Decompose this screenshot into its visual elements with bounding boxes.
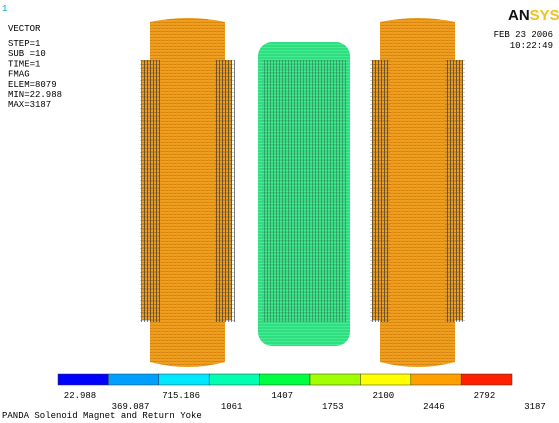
- time: 10:22:49: [510, 41, 553, 51]
- colorbar-label: 22.988: [64, 391, 96, 401]
- legend-line: SUB =10: [8, 49, 46, 59]
- colorbar-segment: [360, 373, 412, 386]
- colorbar-label: 1407: [271, 391, 293, 401]
- legend-line: MIN=22.988: [8, 90, 62, 100]
- logo-dark: AN: [508, 7, 530, 24]
- colorbar-segment: [108, 373, 160, 386]
- legend-line: ELEM=8079: [8, 80, 57, 90]
- colorbar-label: 715.186: [162, 391, 200, 401]
- colorbar-segment: [410, 373, 462, 386]
- colorbar-label: 2792: [474, 391, 496, 401]
- colorbar-label: 3187: [524, 402, 546, 412]
- colorbar-segment: [158, 373, 210, 386]
- colorbar-segment: [208, 373, 260, 386]
- colorbar-label: 369.087: [112, 402, 150, 412]
- legend-line: TIME=1: [8, 59, 40, 69]
- field-left: [142, 18, 232, 367]
- mesh-center: [262, 60, 346, 322]
- legend-line: FMAG: [8, 70, 30, 80]
- colorbar-segment: [57, 373, 109, 386]
- field-right: [372, 18, 463, 367]
- colorbar-label: 1061: [221, 402, 243, 412]
- colorbar-segment: [309, 373, 361, 386]
- legend-line: VECTOR: [8, 24, 41, 34]
- colorbar-label: 2446: [423, 402, 445, 412]
- legend-line: MAX=3187: [8, 100, 51, 110]
- colorbar-label: 1753: [322, 402, 344, 412]
- colorbar: [57, 373, 513, 386]
- footer-title: PANDA Solenoid Magnet and Return Yoke: [2, 411, 202, 421]
- colorbar-segment: [259, 373, 311, 386]
- frame-number: 1: [2, 4, 7, 14]
- mesh-left-outer: [140, 60, 160, 322]
- mesh-right-inner: [370, 60, 390, 322]
- mesh-left-inner: [215, 60, 235, 322]
- legend-line: STEP=1: [8, 39, 40, 49]
- colorbar-segment: [460, 373, 513, 386]
- colorbar-label: 2100: [373, 391, 395, 401]
- logo: ANSYS: [508, 7, 559, 24]
- logo-light: SYS: [530, 7, 559, 24]
- date: FEB 23 2006: [494, 30, 553, 40]
- mesh-right-outer: [445, 60, 465, 322]
